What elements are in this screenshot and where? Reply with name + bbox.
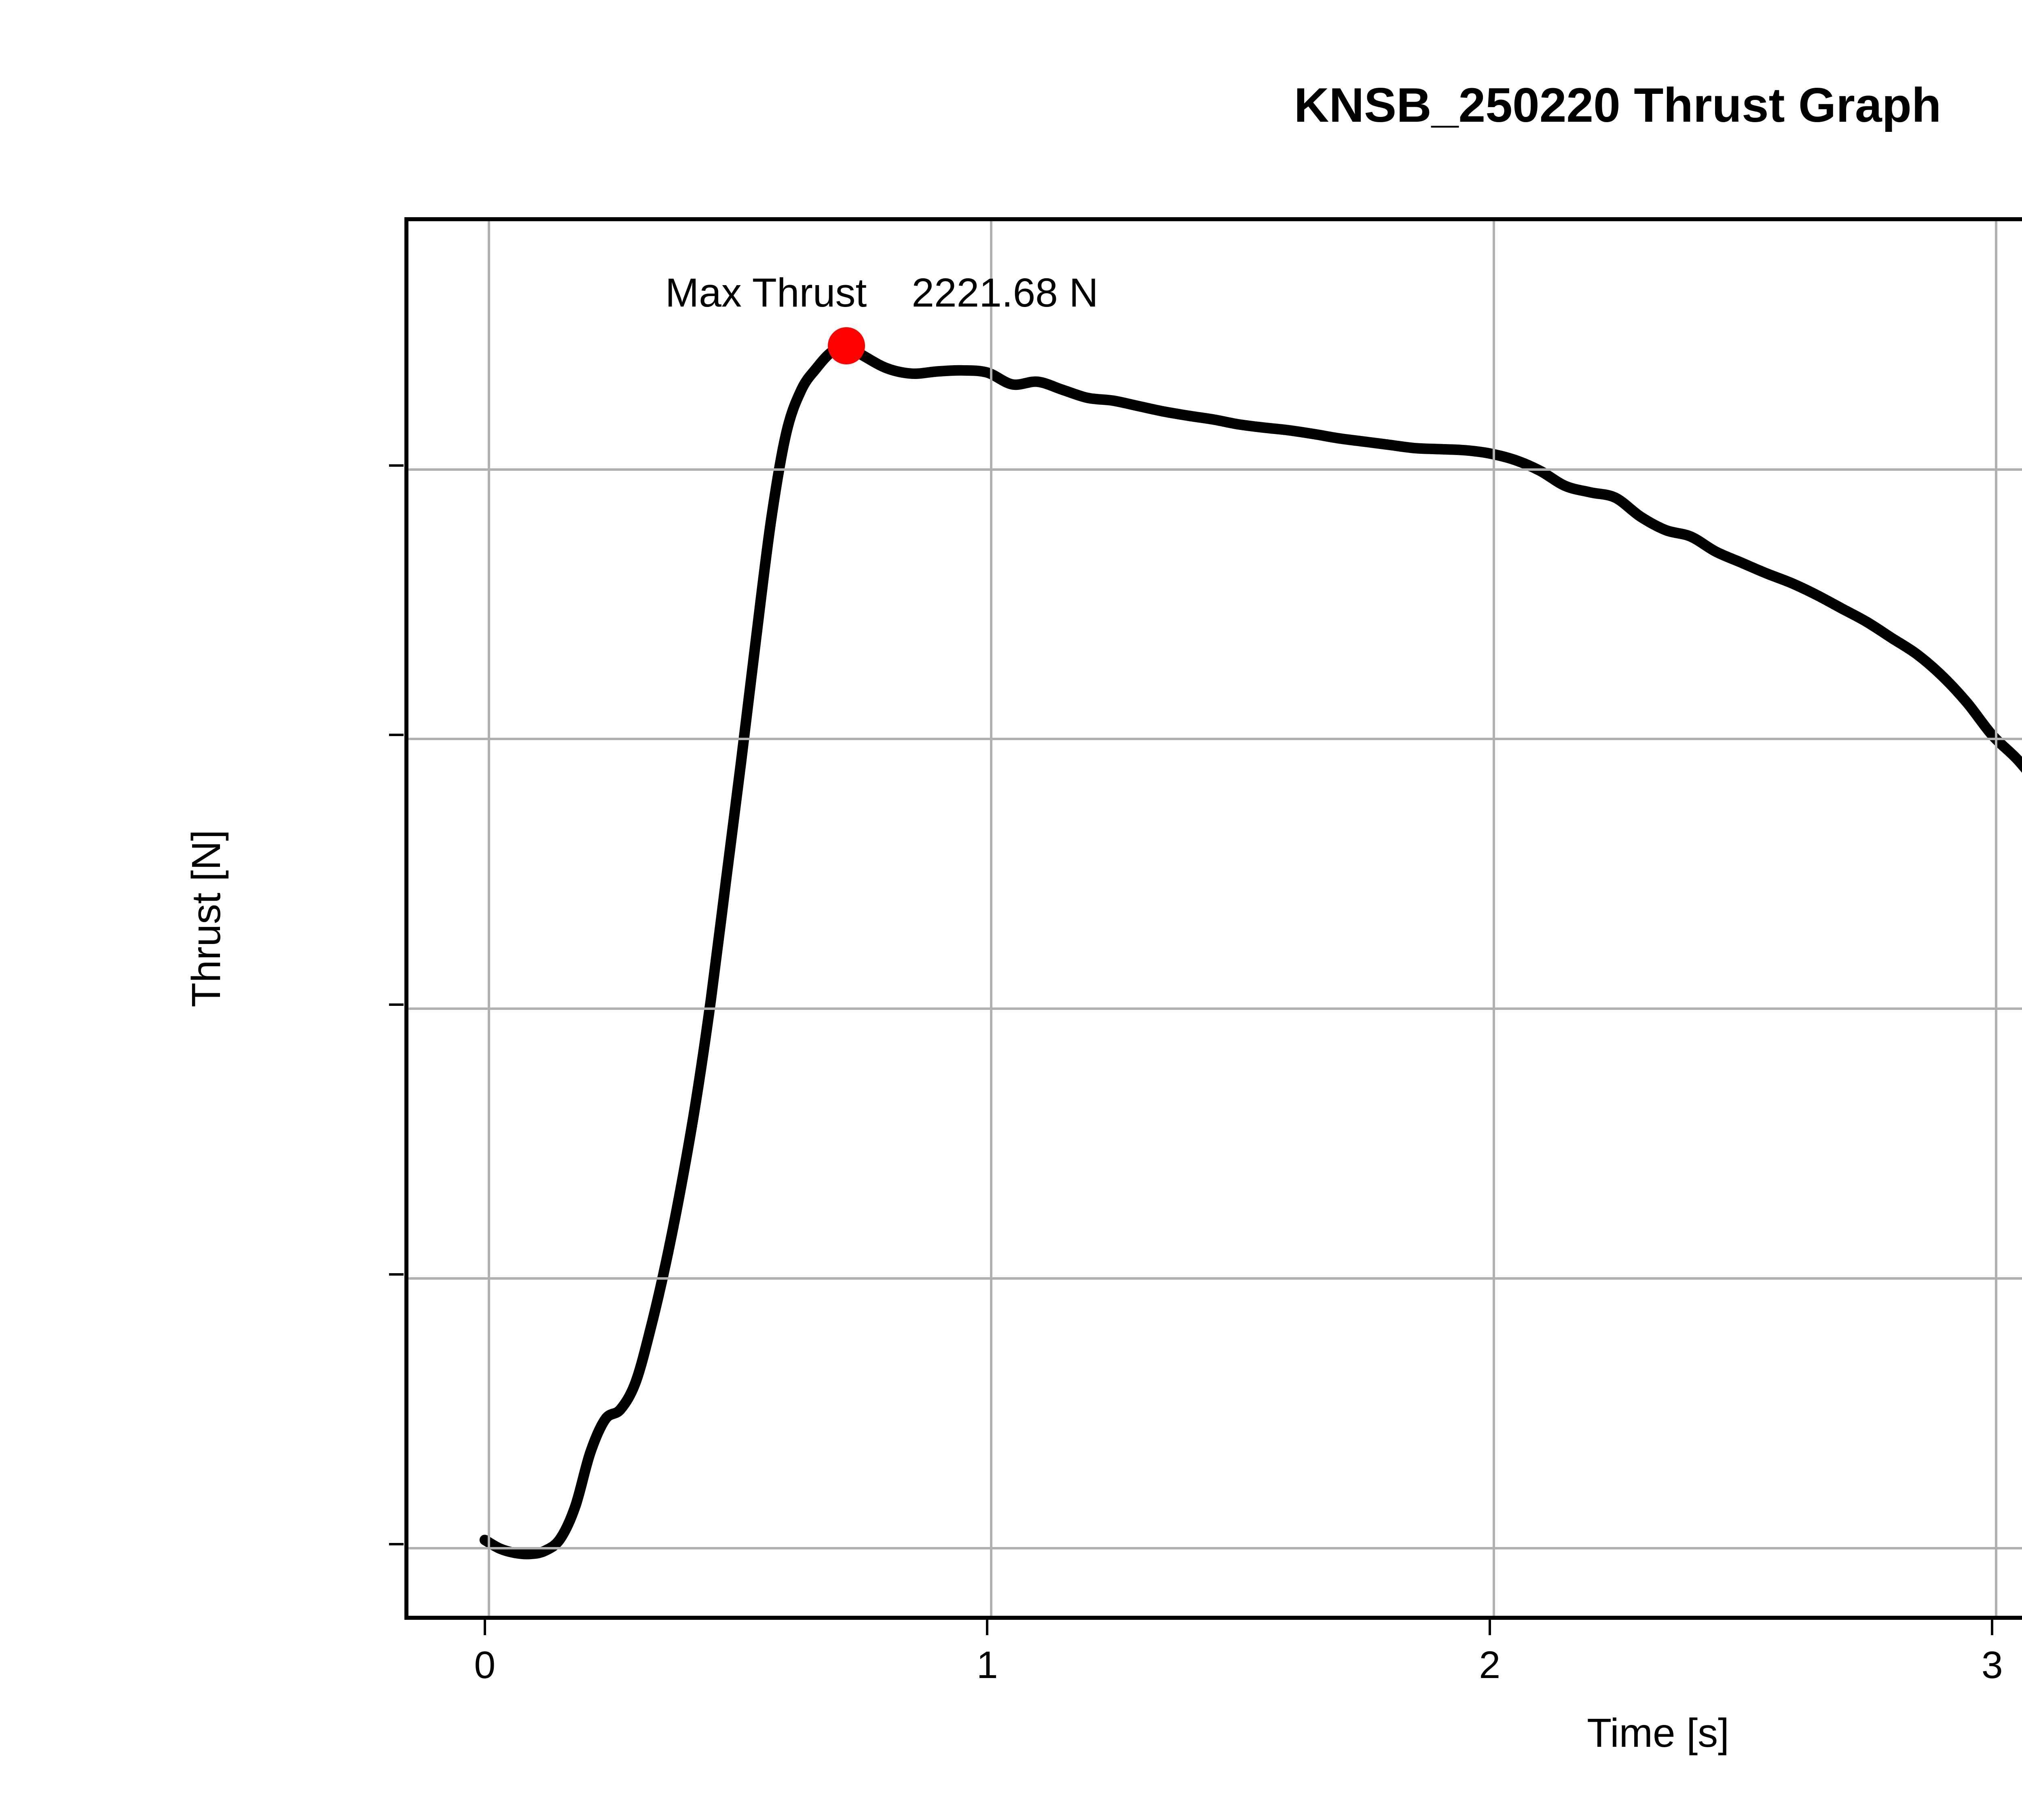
thrust-curve <box>479 340 2022 1560</box>
x-tick-label: 2 <box>1479 1644 1501 1687</box>
gridline-horizontal <box>408 1547 2022 1550</box>
x-tick-mark <box>1991 1620 1994 1635</box>
x-tick-mark <box>986 1620 989 1635</box>
x-tick-mark <box>1488 1620 1491 1635</box>
page-title: KNSB_250220 Thrust Graph <box>1294 78 1942 132</box>
y-axis-label: Thrust [N] <box>184 830 229 1007</box>
max-thrust-annotation: Max Thrust 2221.68 N <box>665 270 1098 315</box>
y-tick-mark <box>389 1003 404 1006</box>
gridline-vertical <box>990 221 993 1616</box>
gridline-horizontal <box>408 1007 2022 1010</box>
gridline-horizontal <box>408 468 2022 471</box>
gridline-horizontal <box>408 1277 2022 1280</box>
gridline-horizontal <box>408 738 2022 741</box>
gridline-vertical <box>1492 221 1495 1616</box>
x-tick-label: 1 <box>976 1644 998 1687</box>
gridline-vertical <box>487 221 490 1616</box>
y-tick-mark <box>389 734 404 736</box>
y-tick-mark <box>389 464 404 467</box>
plot-area <box>404 217 2022 1620</box>
x-tick-label: 0 <box>474 1644 496 1687</box>
y-tick-mark <box>389 1273 404 1276</box>
gridline-vertical <box>1995 221 1998 1616</box>
y-tick-mark <box>389 1543 404 1546</box>
x-tick-label: 3 <box>1981 1644 2003 1687</box>
max-thrust-marker <box>828 327 865 364</box>
x-tick-mark <box>483 1620 486 1635</box>
x-axis-label: Time [s] <box>1587 1710 1729 1756</box>
